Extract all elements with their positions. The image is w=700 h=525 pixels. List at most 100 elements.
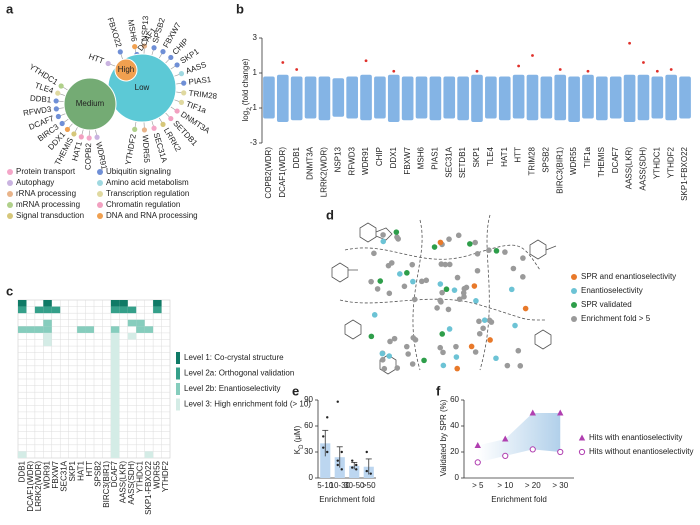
protein-dot (86, 135, 92, 141)
x-tick-label: 30-50 (344, 481, 365, 490)
legend-swatch (7, 191, 13, 197)
legend-label: Enrichment fold > 5 (581, 314, 651, 323)
spoke (151, 49, 154, 56)
range-band (387, 74, 400, 122)
compound-dot (394, 234, 400, 240)
heat-cell (153, 300, 162, 307)
legend-swatch (571, 274, 577, 280)
y-tick-label: 60 (304, 421, 313, 430)
protein-dot (141, 43, 148, 49)
x-tick-label: 10-30 (330, 481, 351, 490)
protein-dot (58, 83, 64, 89)
sample-dot (355, 468, 358, 471)
compound-dot (387, 338, 393, 345)
legend-swatch (97, 213, 103, 219)
heat-cell (18, 300, 27, 307)
heat-cell (18, 306, 27, 314)
x-tick-label: TIF1a (583, 146, 592, 167)
heat-cell (18, 451, 27, 458)
legend-label: Chromatin regulation (106, 200, 180, 209)
panel-label: f (436, 383, 441, 398)
axis-title: KD (μM) (293, 425, 304, 454)
heat-cell (144, 326, 154, 333)
y-tick-label: 90 (304, 395, 313, 404)
legend-swatch (578, 448, 586, 456)
compound-dot (388, 260, 395, 266)
sample-dot (326, 450, 329, 454)
spoke (175, 91, 182, 93)
sample-dot (322, 446, 325, 449)
protein-dot (53, 106, 59, 112)
heat-cell (119, 306, 128, 314)
range-band (443, 76, 456, 119)
point (502, 435, 509, 442)
protein-dot (59, 120, 65, 127)
compound-dot (409, 361, 416, 367)
y-tick-label: 1 (253, 68, 258, 77)
x-tick-label: AASS(LKR) (119, 461, 128, 504)
compound-dot (371, 250, 377, 257)
range-band (512, 74, 525, 119)
x-tick-label: HAT1 (500, 146, 509, 166)
legend-swatch (571, 302, 577, 308)
compound-dot (368, 333, 375, 340)
legend-label: Amino acid metabolism (106, 178, 189, 187)
x-tick-label: BIRC3(BIR1) (555, 147, 564, 194)
protein-label: TRIM28 (188, 89, 218, 101)
axis-title-rest: (μM) (293, 425, 302, 444)
sample-dot (336, 459, 339, 462)
compound-dot (437, 239, 444, 246)
heat-cell (43, 300, 52, 307)
spoke (165, 112, 170, 118)
spoke (134, 121, 137, 128)
compound-dot (445, 306, 452, 313)
legend-label: Protein transport (16, 167, 76, 176)
protein-dot (151, 45, 157, 51)
legend-swatch (97, 180, 103, 186)
compound-dot (440, 349, 446, 356)
legend-swatch (7, 180, 13, 186)
protein-dot (141, 127, 148, 133)
legend-swatch (7, 213, 13, 219)
x-tick-label: SEC31A (444, 146, 453, 177)
compound-dot (510, 265, 517, 272)
legend-swatch (97, 202, 103, 208)
x-tick-label: COPB2(WDR) (264, 147, 273, 199)
sample-dot (340, 468, 343, 471)
panel-label: c (6, 283, 13, 298)
protein-dot (55, 113, 61, 120)
range-band (360, 74, 372, 121)
legend-swatch (97, 191, 103, 197)
x-tick-label: FBXW7 (51, 460, 60, 488)
point (529, 446, 536, 453)
compound-dot (461, 293, 467, 300)
point (557, 448, 564, 456)
protein-label: HTT (87, 52, 105, 66)
range-band (623, 74, 636, 122)
sample-dot (365, 450, 368, 454)
compound-dot (454, 274, 461, 281)
range-band (457, 76, 469, 121)
spoke (165, 58, 170, 64)
protein-label: NSP13 (140, 15, 150, 41)
point (529, 409, 536, 416)
protein-dot (78, 134, 84, 140)
compound-dot (512, 322, 518, 329)
legend-label: Autophagy (16, 178, 54, 187)
legend-swatch (176, 383, 180, 395)
compound-dot (476, 318, 482, 325)
compound-dot (381, 365, 388, 372)
compound-dot (502, 249, 508, 255)
legend-swatch (176, 367, 180, 380)
protein-label: YTHDF2 (124, 133, 138, 166)
spoke (58, 100, 65, 102)
x-tick-label: CHIP (375, 147, 384, 166)
spoke (68, 123, 73, 129)
panel-label: b (236, 1, 244, 16)
x-tick-label: WDR55 (152, 460, 161, 489)
compound-dot (486, 247, 492, 253)
range-band (526, 74, 539, 121)
heat-cell (34, 306, 44, 314)
legend-label: mRNA processing (16, 200, 80, 209)
heat-cell (110, 332, 120, 458)
